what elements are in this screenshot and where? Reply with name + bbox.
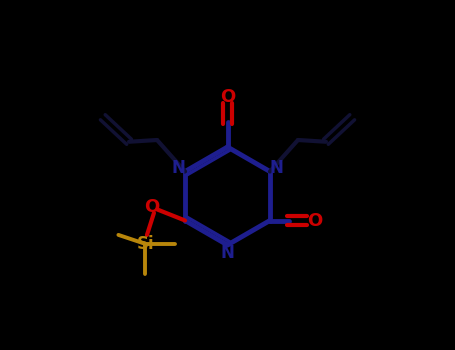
Text: N: N [172,159,185,177]
Text: N: N [221,244,234,262]
Text: Si: Si [136,235,154,253]
Text: O: O [145,198,160,216]
Text: O: O [220,88,235,106]
Text: O: O [307,211,322,230]
Text: N: N [270,159,283,177]
